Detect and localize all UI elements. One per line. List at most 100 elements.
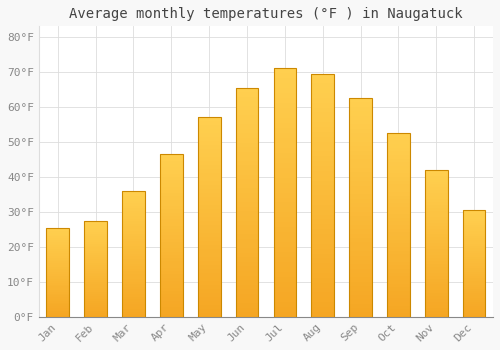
Bar bbox=[274, 232, 296, 237]
Bar bbox=[274, 302, 296, 307]
Bar bbox=[463, 248, 485, 251]
Bar bbox=[236, 220, 258, 225]
Bar bbox=[122, 279, 145, 281]
Bar bbox=[46, 268, 69, 271]
Bar bbox=[349, 282, 372, 286]
Bar bbox=[349, 190, 372, 194]
Bar bbox=[349, 308, 372, 313]
Bar bbox=[349, 177, 372, 181]
Bar bbox=[122, 191, 145, 193]
Bar bbox=[84, 240, 107, 242]
Bar bbox=[425, 178, 448, 182]
Bar bbox=[349, 260, 372, 264]
Bar bbox=[46, 276, 69, 278]
Bar bbox=[274, 178, 296, 183]
Bar bbox=[84, 265, 107, 267]
Bar bbox=[160, 252, 182, 255]
Bar bbox=[236, 152, 258, 156]
Bar bbox=[463, 231, 485, 233]
Bar bbox=[312, 244, 334, 249]
Bar bbox=[46, 290, 69, 292]
Bar bbox=[236, 88, 258, 92]
Bar bbox=[274, 203, 296, 208]
Bar bbox=[160, 161, 182, 164]
Bar bbox=[122, 302, 145, 304]
Bar bbox=[463, 293, 485, 295]
Bar bbox=[425, 226, 448, 229]
Bar bbox=[349, 269, 372, 273]
Bar bbox=[463, 246, 485, 248]
Bar bbox=[387, 225, 410, 229]
Bar bbox=[312, 215, 334, 219]
Bar bbox=[425, 202, 448, 205]
Bar bbox=[122, 264, 145, 266]
Bar bbox=[122, 211, 145, 213]
Bar bbox=[387, 155, 410, 159]
Bar bbox=[349, 208, 372, 212]
Bar bbox=[46, 228, 69, 229]
Bar bbox=[387, 232, 410, 236]
Bar bbox=[236, 184, 258, 188]
Bar bbox=[425, 249, 448, 252]
Bar bbox=[46, 256, 69, 258]
Bar bbox=[84, 253, 107, 255]
Bar bbox=[349, 155, 372, 159]
Bar bbox=[236, 129, 258, 133]
Bar bbox=[236, 234, 258, 239]
Bar bbox=[122, 287, 145, 289]
Bar bbox=[160, 284, 182, 287]
Bar bbox=[312, 205, 334, 210]
Bar bbox=[236, 179, 258, 184]
Bar bbox=[198, 281, 220, 285]
Bar bbox=[122, 218, 145, 221]
Bar bbox=[349, 220, 372, 225]
Bar bbox=[387, 258, 410, 262]
Bar bbox=[236, 198, 258, 202]
Bar bbox=[198, 273, 220, 277]
Bar bbox=[425, 267, 448, 270]
Bar bbox=[236, 244, 258, 248]
Bar bbox=[463, 289, 485, 291]
Bar bbox=[198, 233, 220, 237]
Bar bbox=[425, 182, 448, 184]
Bar bbox=[274, 287, 296, 292]
Bar bbox=[349, 150, 372, 155]
Bar bbox=[160, 307, 182, 310]
Bar bbox=[312, 88, 334, 93]
Bar bbox=[387, 262, 410, 265]
Bar bbox=[122, 272, 145, 274]
Bar bbox=[274, 208, 296, 212]
Bar bbox=[122, 289, 145, 292]
Bar bbox=[463, 242, 485, 244]
Bar bbox=[274, 98, 296, 103]
Bar bbox=[122, 234, 145, 236]
Bar bbox=[160, 301, 182, 304]
Bar bbox=[46, 313, 69, 315]
Bar bbox=[387, 148, 410, 152]
Bar bbox=[425, 190, 448, 193]
Bar bbox=[312, 224, 334, 229]
Bar bbox=[122, 261, 145, 264]
Bar bbox=[46, 260, 69, 261]
Bar bbox=[236, 275, 258, 280]
Bar bbox=[198, 289, 220, 293]
Bar bbox=[160, 213, 182, 216]
Bar bbox=[160, 294, 182, 297]
Bar bbox=[274, 123, 296, 128]
Bar bbox=[425, 193, 448, 196]
Bar bbox=[312, 253, 334, 258]
Bar bbox=[312, 268, 334, 273]
Bar bbox=[425, 261, 448, 264]
Bar bbox=[387, 251, 410, 254]
Bar bbox=[160, 203, 182, 206]
Bar bbox=[387, 137, 410, 140]
Bar bbox=[84, 305, 107, 307]
Bar bbox=[387, 133, 410, 137]
Bar bbox=[198, 189, 220, 193]
Bar bbox=[160, 177, 182, 180]
Bar bbox=[84, 257, 107, 259]
Bar bbox=[46, 292, 69, 294]
Bar bbox=[387, 265, 410, 269]
Bar bbox=[425, 240, 448, 243]
Bar bbox=[160, 297, 182, 301]
